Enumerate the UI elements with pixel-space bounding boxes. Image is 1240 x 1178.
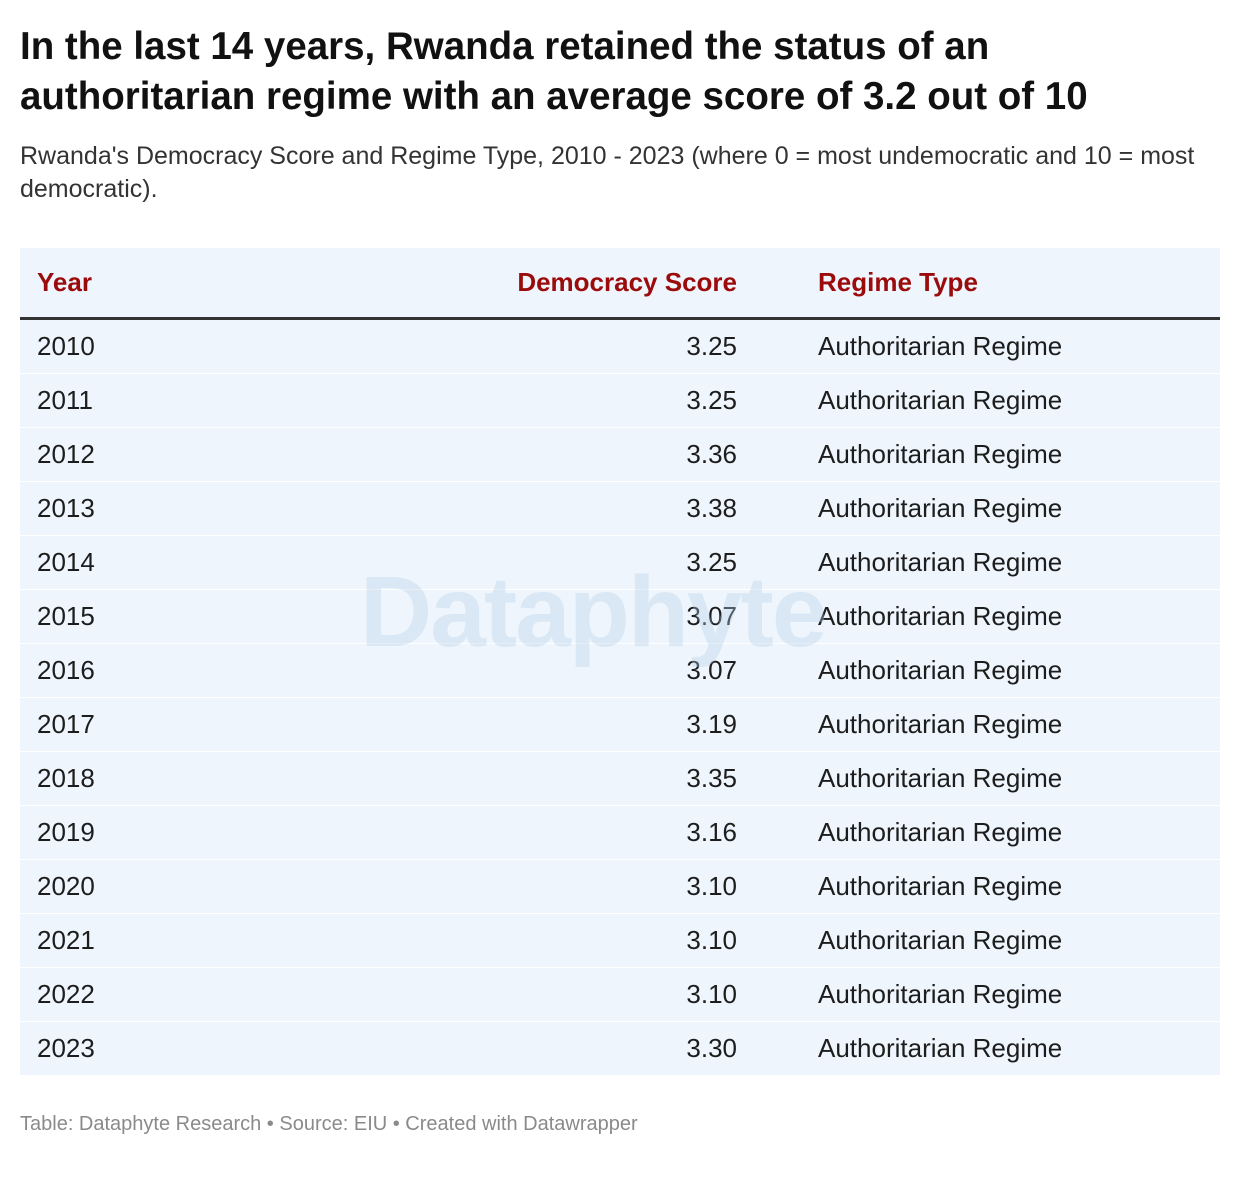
regime-cell: Authoritarian Regime bbox=[801, 643, 1220, 698]
regime-cell: Authoritarian Regime bbox=[801, 481, 1220, 536]
regime-cell: Authoritarian Regime bbox=[801, 1021, 1220, 1076]
table-row: 2015 3.07 Authoritarian Regime bbox=[20, 589, 1220, 644]
score-cell: 3.16 bbox=[337, 805, 801, 860]
year-cell: 2012 bbox=[20, 427, 337, 482]
column-header: Regime Type bbox=[801, 248, 1220, 320]
regime-cell: Authoritarian Regime bbox=[801, 913, 1220, 968]
year-cell: 2018 bbox=[20, 751, 337, 806]
regime-cell: Authoritarian Regime bbox=[801, 967, 1220, 1022]
regime-cell: Authoritarian Regime bbox=[801, 535, 1220, 590]
table-head: Year Democracy Score Regime Type bbox=[20, 248, 1220, 320]
table-row: 2021 3.10 Authoritarian Regime bbox=[20, 913, 1220, 968]
regime-cell: Authoritarian Regime bbox=[801, 589, 1220, 644]
header-row: Year Democracy Score Regime Type bbox=[20, 248, 1220, 320]
regime-cell: Authoritarian Regime bbox=[801, 805, 1220, 860]
year-cell: 2023 bbox=[20, 1021, 337, 1076]
table-row: 2020 3.10 Authoritarian Regime bbox=[20, 859, 1220, 914]
data-table: Year Democracy Score Regime Type 2010 3.2… bbox=[20, 248, 1220, 1076]
year-cell: 2010 bbox=[20, 318, 337, 374]
score-cell: 3.07 bbox=[337, 589, 801, 644]
regime-cell: Authoritarian Regime bbox=[801, 859, 1220, 914]
score-cell: 3.35 bbox=[337, 751, 801, 806]
table-row: 2012 3.36 Authoritarian Regime bbox=[20, 427, 1220, 482]
score-cell: 3.10 bbox=[337, 859, 801, 914]
column-header: Year bbox=[20, 248, 337, 320]
score-cell: 3.25 bbox=[337, 535, 801, 590]
score-cell: 3.36 bbox=[337, 427, 801, 482]
regime-cell: Authoritarian Regime bbox=[801, 751, 1220, 806]
year-cell: 2016 bbox=[20, 643, 337, 698]
regime-cell: Authoritarian Regime bbox=[801, 318, 1220, 374]
table-row: 2023 3.30 Authoritarian Regime bbox=[20, 1021, 1220, 1076]
table-row: 2022 3.10 Authoritarian Regime bbox=[20, 967, 1220, 1022]
year-cell: 2020 bbox=[20, 859, 337, 914]
year-cell: 2017 bbox=[20, 697, 337, 752]
regime-cell: Authoritarian Regime bbox=[801, 427, 1220, 482]
score-cell: 3.38 bbox=[337, 481, 801, 536]
table-row: 2014 3.25 Authoritarian Regime bbox=[20, 535, 1220, 590]
footer: Table: Dataphyte Research • Source: EIU … bbox=[20, 1113, 638, 1135]
table-row: 2016 3.07 Authoritarian Regime bbox=[20, 643, 1220, 698]
column-header: Democracy Score bbox=[337, 248, 801, 320]
year-cell: 2011 bbox=[20, 373, 337, 428]
title: In the last 14 years, Rwanda retained th… bbox=[20, 25, 1088, 118]
subtitle: Rwanda's Democracy Score and Regime Type… bbox=[20, 142, 1195, 203]
table-row: 2013 3.38 Authoritarian Regime bbox=[20, 481, 1220, 536]
score-cell: 3.25 bbox=[337, 318, 801, 374]
table-row: 2010 3.25 Authoritarian Regime bbox=[20, 318, 1220, 374]
regime-cell: Authoritarian Regime bbox=[801, 373, 1220, 428]
year-cell: 2013 bbox=[20, 481, 337, 536]
score-cell: 3.10 bbox=[337, 967, 801, 1022]
year-cell: 2021 bbox=[20, 913, 337, 968]
year-cell: 2014 bbox=[20, 535, 337, 590]
score-cell: 3.10 bbox=[337, 913, 801, 968]
table-row: 2018 3.35 Authoritarian Regime bbox=[20, 751, 1220, 806]
table-row: 2011 3.25 Authoritarian Regime bbox=[20, 373, 1220, 428]
score-cell: 3.07 bbox=[337, 643, 801, 698]
year-cell: 2019 bbox=[20, 805, 337, 860]
table-body: 2010 3.25 Authoritarian Regime 2011 3.25 Auth… bbox=[20, 318, 1220, 1076]
year-cell: 2022 bbox=[20, 967, 337, 1022]
table-row: 2017 3.19 Authoritarian Regime bbox=[20, 697, 1220, 752]
score-cell: 3.19 bbox=[337, 697, 801, 752]
score-cell: 3.30 bbox=[337, 1021, 801, 1076]
year-cell: 2015 bbox=[20, 589, 337, 644]
regime-cell: Authoritarian Regime bbox=[801, 697, 1220, 752]
table-row: 2019 3.16 Authoritarian Regime bbox=[20, 805, 1220, 860]
score-cell: 3.25 bbox=[337, 373, 801, 428]
